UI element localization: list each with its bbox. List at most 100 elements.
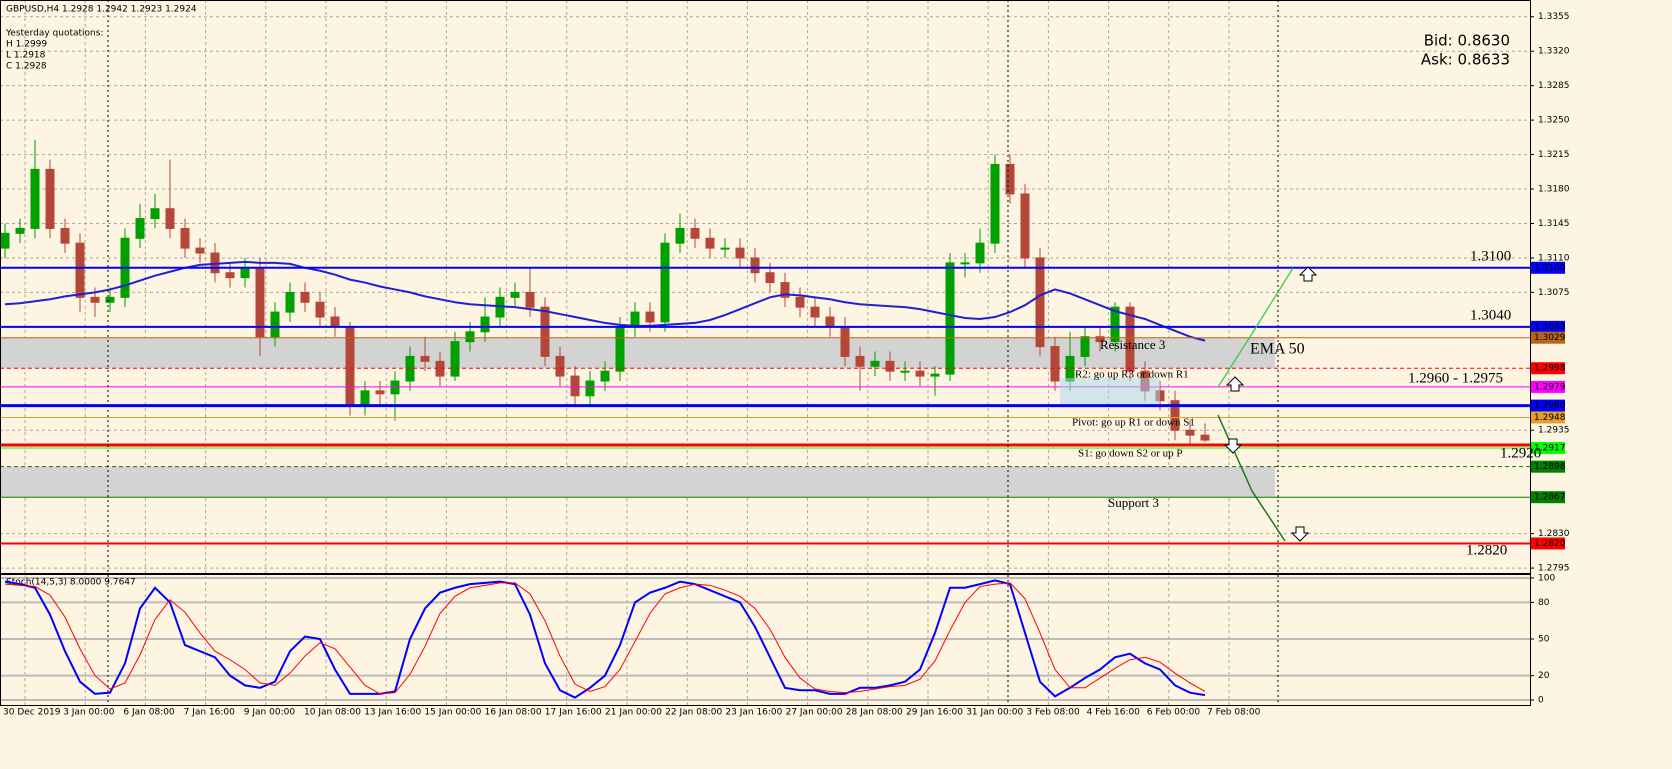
candle-body <box>645 311 655 323</box>
over-layer: 1.3355 1.3320 1.3285 1.3250 1.3215 1.3180 1.31… <box>3 5 1570 718</box>
candle-body <box>15 227 25 234</box>
candle-body <box>1035 257 1045 348</box>
info-line: Yesterday quotations: <box>5 29 103 39</box>
candle-body <box>360 390 370 407</box>
candle-body <box>615 326 625 372</box>
candle-body <box>315 301 325 318</box>
candle-body <box>345 326 355 407</box>
y-tick-label: 0 <box>1538 696 1544 706</box>
level-tag <box>1531 537 1565 550</box>
candle-body <box>750 257 760 274</box>
arrow-up <box>1225 376 1245 392</box>
x-tick-label: 3 Feb 08:00 <box>1026 708 1080 718</box>
candle-body <box>720 247 730 250</box>
x-tick-label: 21 Jan 00:00 <box>605 708 662 718</box>
candle-body <box>240 267 250 279</box>
candle-body <box>765 272 775 284</box>
candle-body <box>270 311 280 338</box>
candle-body <box>885 360 895 372</box>
x-tick-label: 23 Jan 16:00 <box>725 708 782 718</box>
level-tag-label: 1.2948 <box>1534 413 1566 423</box>
arrow-down <box>1290 526 1310 542</box>
candle-body <box>930 373 940 377</box>
candle-body <box>195 247 205 254</box>
x-tick-label: 6 Jan 08:00 <box>123 708 175 718</box>
candle-body <box>840 326 850 357</box>
level-tag <box>1531 491 1565 504</box>
candle-body <box>1170 400 1180 431</box>
candle-body <box>600 370 610 382</box>
y-tick-label: 1.2830 <box>1538 529 1570 539</box>
candle-body <box>585 380 595 397</box>
level-tag-label: 1.2960 <box>1534 401 1566 411</box>
annotation: Pivot: go up R1 or down S1 <box>1072 417 1195 429</box>
candle-body <box>285 291 295 313</box>
candle-body <box>675 227 685 244</box>
level-tag-label: 1.2898 <box>1534 462 1566 472</box>
stoch-frame <box>0 574 1531 706</box>
candle-body <box>75 242 85 298</box>
candle-body <box>1080 336 1090 357</box>
candle-body <box>225 272 235 279</box>
candle-body <box>180 227 190 249</box>
x-tick-label: 31 Jan 00:00 <box>966 708 1023 718</box>
candle-body <box>540 306 550 357</box>
candle-body <box>960 262 970 265</box>
info-line: L 1.2918 <box>6 51 46 61</box>
panel-title: Stoch(14,5,3) 8.0000 9.7647 <box>6 578 136 588</box>
candle-body <box>105 296 115 303</box>
x-tick-label: 16 Jan 08:00 <box>485 708 542 718</box>
candle-body <box>1125 306 1135 372</box>
arrow-up <box>1298 266 1318 282</box>
candle-body <box>510 291 520 298</box>
level-tag <box>1531 380 1565 393</box>
ema-label: EMA 50 <box>1250 341 1305 358</box>
info-line: H 1.2999 <box>6 40 47 50</box>
y-tick-label: 100 <box>1538 574 1555 584</box>
level-tag <box>1531 261 1565 274</box>
level-tag <box>1531 320 1565 333</box>
zone <box>0 466 1275 498</box>
decorations <box>0 0 1531 706</box>
y-tick-label: 1.3110 <box>1538 253 1570 263</box>
candle-body <box>60 227 70 244</box>
candle-body <box>975 242 985 264</box>
candle-body <box>465 331 475 343</box>
x-tick-label: 17 Jan 16:00 <box>545 708 602 718</box>
candle-body <box>780 282 790 298</box>
level-tag-label: 1.3029 <box>1534 333 1566 343</box>
annotation: R2: go up R3 or down R1 <box>1075 369 1189 381</box>
ema-line <box>4 260 1206 342</box>
level-tag <box>1531 411 1565 424</box>
candle-body <box>915 370 925 377</box>
level-tag-label: 1.2867 <box>1534 493 1566 503</box>
candle-body <box>870 360 880 367</box>
candle-body <box>135 218 145 239</box>
x-tick-label: 4 Feb 16:00 <box>1087 708 1141 718</box>
y-tick-label: 1.3215 <box>1538 150 1570 160</box>
candle-body <box>480 316 490 333</box>
arrow-down <box>1223 438 1243 454</box>
info-line: C 1.2928 <box>6 62 47 72</box>
y-tick-label: 1.3250 <box>1538 116 1570 126</box>
candle-body <box>150 208 160 220</box>
level-tag-label: 1.2998 <box>1534 364 1566 374</box>
annotation: 1.3100 <box>1470 248 1511 264</box>
candle-body <box>420 355 430 362</box>
y-tick-label: 1.3075 <box>1538 288 1570 298</box>
level-tag-label: 1.2917 <box>1534 443 1566 453</box>
x-tick-label: 30 Dec 2019 <box>3 708 61 718</box>
level-tag <box>1531 331 1565 344</box>
candle-body <box>1020 193 1030 259</box>
candle-body <box>30 168 40 229</box>
y-tick-label: 20 <box>1538 671 1550 681</box>
level-tag-label: 1.2979 <box>1534 382 1566 392</box>
x-tick-label: 10 Jan 08:00 <box>304 708 361 718</box>
x-tick-label: 9 Jan 00:00 <box>244 708 296 718</box>
quote: Bid: 0.8630 <box>1424 32 1510 50</box>
x-tick-label: 22 Jan 08:00 <box>665 708 722 718</box>
y-tick-label: 80 <box>1538 598 1550 608</box>
